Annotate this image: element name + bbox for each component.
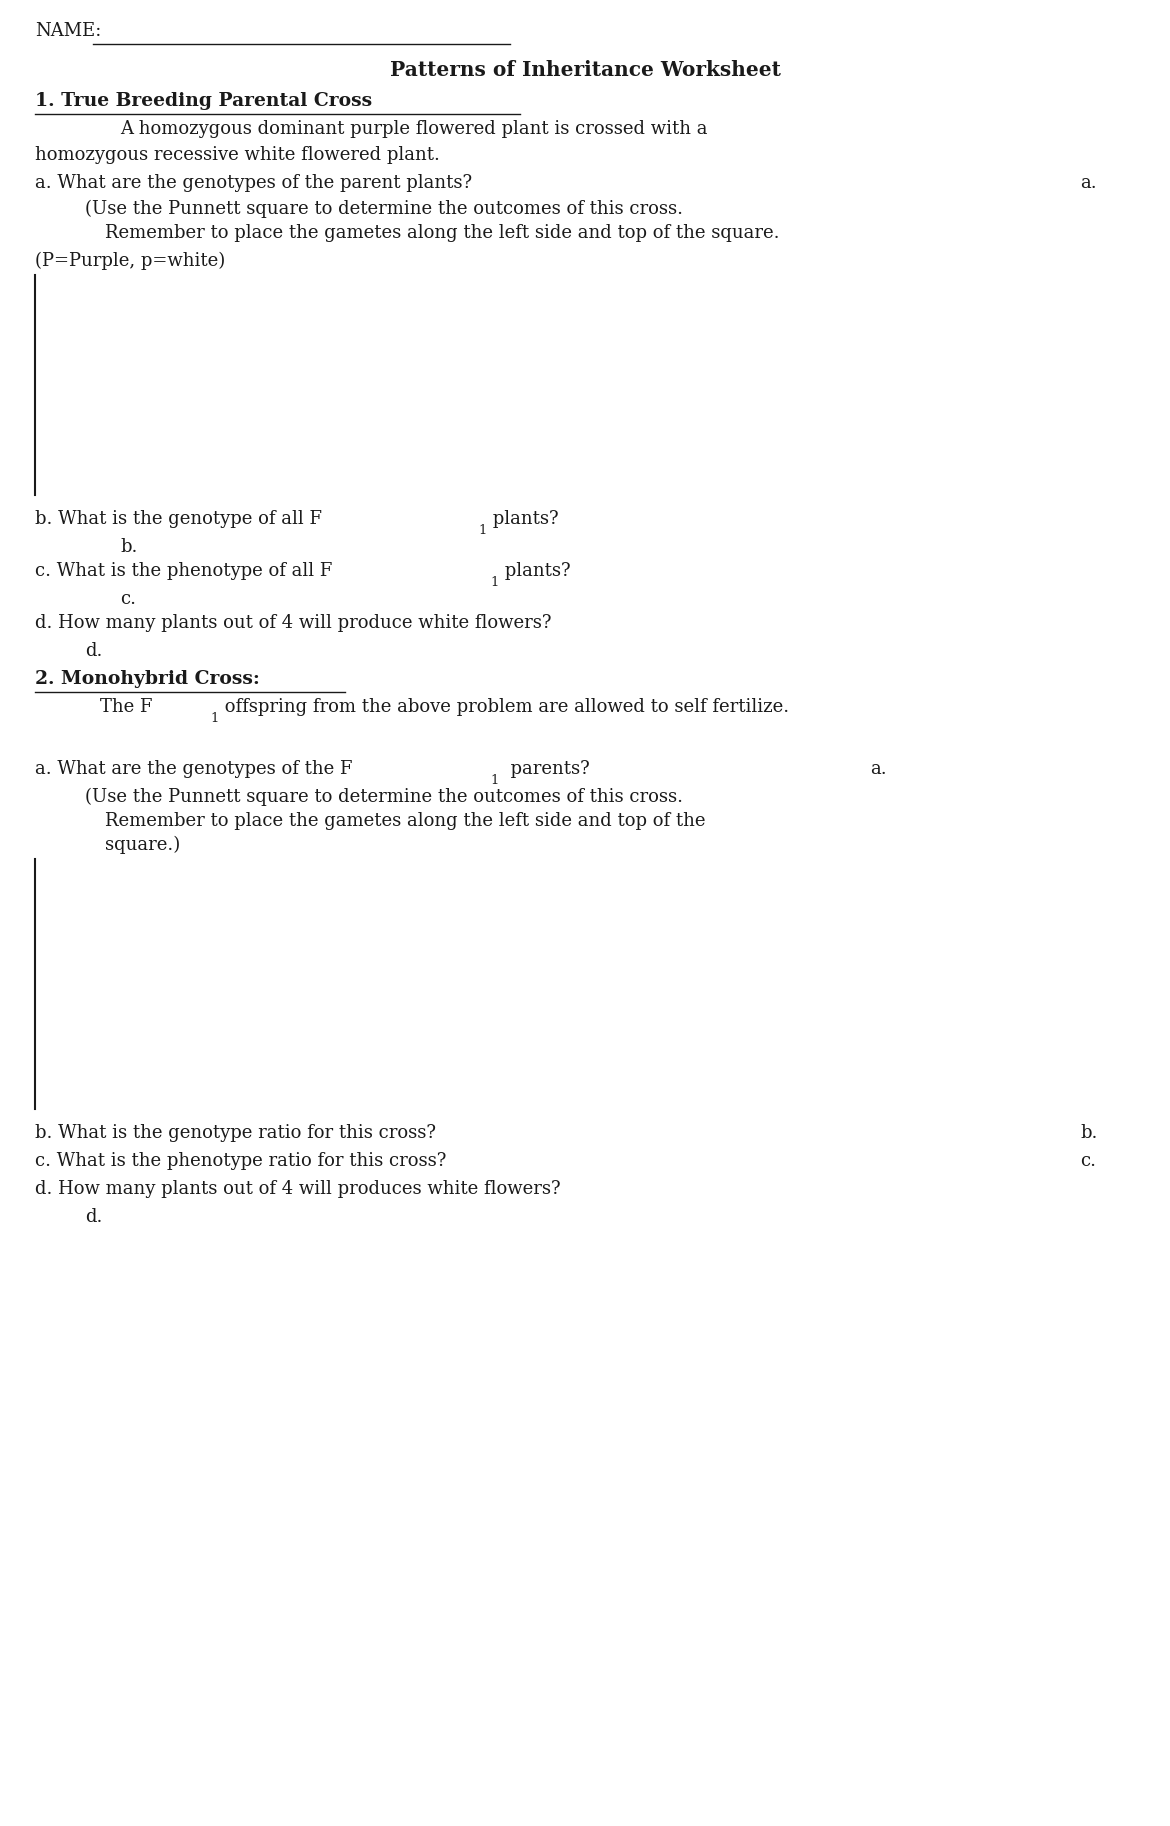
Text: d.: d.	[85, 643, 103, 659]
Text: square.): square.)	[105, 836, 180, 855]
Text: d. How many plants out of 4 will produce white flowers?: d. How many plants out of 4 will produce…	[35, 614, 551, 632]
Text: A homozygous dominant purple flowered plant is crossed with a: A homozygous dominant purple flowered pl…	[121, 121, 708, 139]
Text: a. What are the genotypes of the parent plants?: a. What are the genotypes of the parent …	[35, 173, 473, 192]
Text: b. What is the genotype ratio for this cross?: b. What is the genotype ratio for this c…	[35, 1123, 436, 1141]
Text: 1: 1	[490, 575, 498, 590]
Text: a. What are the genotypes of the F: a. What are the genotypes of the F	[35, 760, 352, 778]
Text: Remember to place the gametes along the left side and top of the square.: Remember to place the gametes along the …	[105, 225, 779, 243]
Text: Remember to place the gametes along the left side and top of the: Remember to place the gametes along the …	[105, 811, 706, 829]
Text: 1. True Breeding Parental Cross: 1. True Breeding Parental Cross	[35, 91, 372, 110]
Text: c. What is the phenotype of all F: c. What is the phenotype of all F	[35, 562, 332, 581]
Text: NAME:: NAME:	[35, 22, 102, 40]
Text: homozygous recessive white flowered plant.: homozygous recessive white flowered plan…	[35, 146, 440, 164]
Text: parents?: parents?	[498, 760, 590, 778]
Text: d.: d.	[85, 1207, 103, 1225]
Text: a.: a.	[1080, 173, 1096, 192]
Text: a.: a.	[870, 760, 887, 778]
Text: c.: c.	[1080, 1152, 1096, 1170]
Text: b. What is the genotype of all F: b. What is the genotype of all F	[35, 509, 322, 528]
Text: 1: 1	[490, 774, 498, 787]
Text: plants?: plants?	[498, 562, 571, 581]
Text: c.: c.	[121, 590, 136, 608]
Text: 1: 1	[209, 712, 219, 725]
Text: offspring from the above problem are allowed to self fertilize.: offspring from the above problem are all…	[219, 698, 789, 716]
Text: plants?: plants?	[487, 509, 558, 528]
Text: b.: b.	[1080, 1123, 1097, 1141]
Text: b.: b.	[121, 539, 137, 555]
Text: 2. Monohybrid Cross:: 2. Monohybrid Cross:	[35, 670, 260, 688]
Text: 1: 1	[479, 524, 487, 537]
Text: (Use the Punnett square to determine the outcomes of this cross.: (Use the Punnett square to determine the…	[85, 201, 683, 219]
Text: c. What is the phenotype ratio for this cross?: c. What is the phenotype ratio for this …	[35, 1152, 447, 1170]
Text: The F: The F	[99, 698, 152, 716]
Text: Patterns of Inheritance Worksheet: Patterns of Inheritance Worksheet	[390, 60, 780, 80]
Text: d. How many plants out of 4 will produces white flowers?: d. How many plants out of 4 will produce…	[35, 1180, 560, 1198]
Text: (P=Purple, p=white): (P=Purple, p=white)	[35, 252, 226, 270]
Text: (Use the Punnett square to determine the outcomes of this cross.: (Use the Punnett square to determine the…	[85, 787, 683, 805]
